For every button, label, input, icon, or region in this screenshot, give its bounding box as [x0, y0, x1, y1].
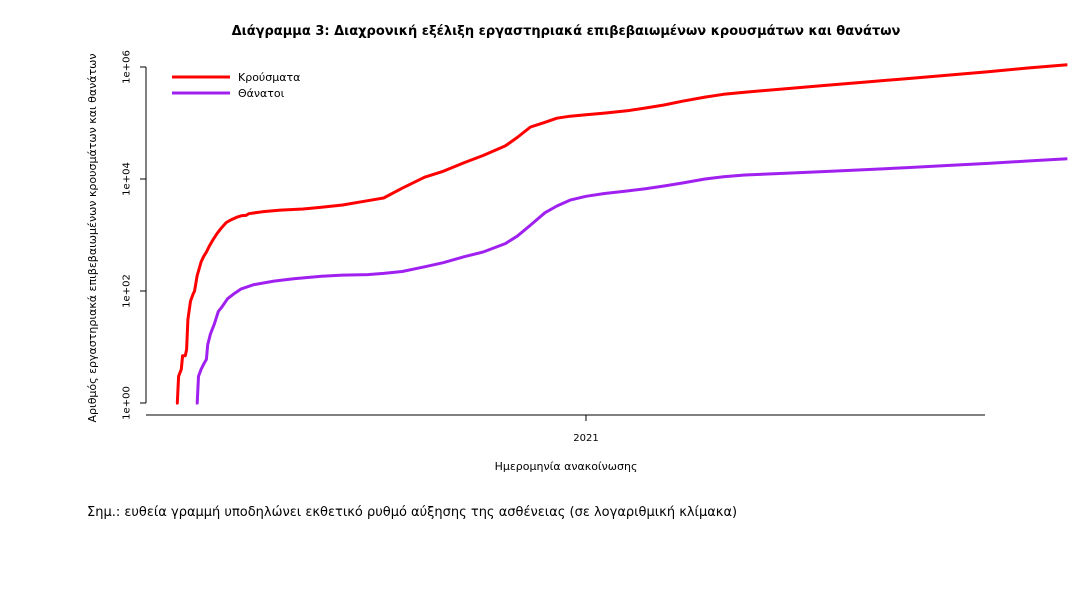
series-layer [175, 63, 1068, 405]
series-line-deaths [195, 157, 1068, 405]
legend-label: Κρούσματα [238, 71, 300, 84]
y-tick-label: 1e+02 [122, 274, 133, 308]
x-axis: 2021 [146, 414, 985, 444]
series-line-cases [175, 63, 1068, 405]
x-axis-label: Ημερομηνία ανακοίνωσης [495, 460, 638, 473]
x-tick-label: 2021 [573, 433, 598, 444]
y-axis: 1e+00 1e+02 1e+04 1e+06 [122, 50, 147, 420]
y-axis-label: Αριθμός εργαστηριακά επιβεβαιωμένων κρου… [86, 53, 99, 422]
chart-title: Διάγραμμα 3: Διαχρονική εξέλιξη εργαστηρ… [232, 24, 901, 39]
legend: Κρούσματα Θάνατοι [172, 71, 300, 100]
y-tick-label: 1e+04 [122, 162, 133, 196]
y-tick-label: 1e+00 [122, 386, 133, 420]
y-tick-label: 1e+06 [122, 50, 133, 84]
legend-label: Θάνατοι [238, 87, 285, 100]
footnote: Σημ.: ευθεία γραμμή υποδηλώνει εκθετικό … [87, 505, 738, 520]
